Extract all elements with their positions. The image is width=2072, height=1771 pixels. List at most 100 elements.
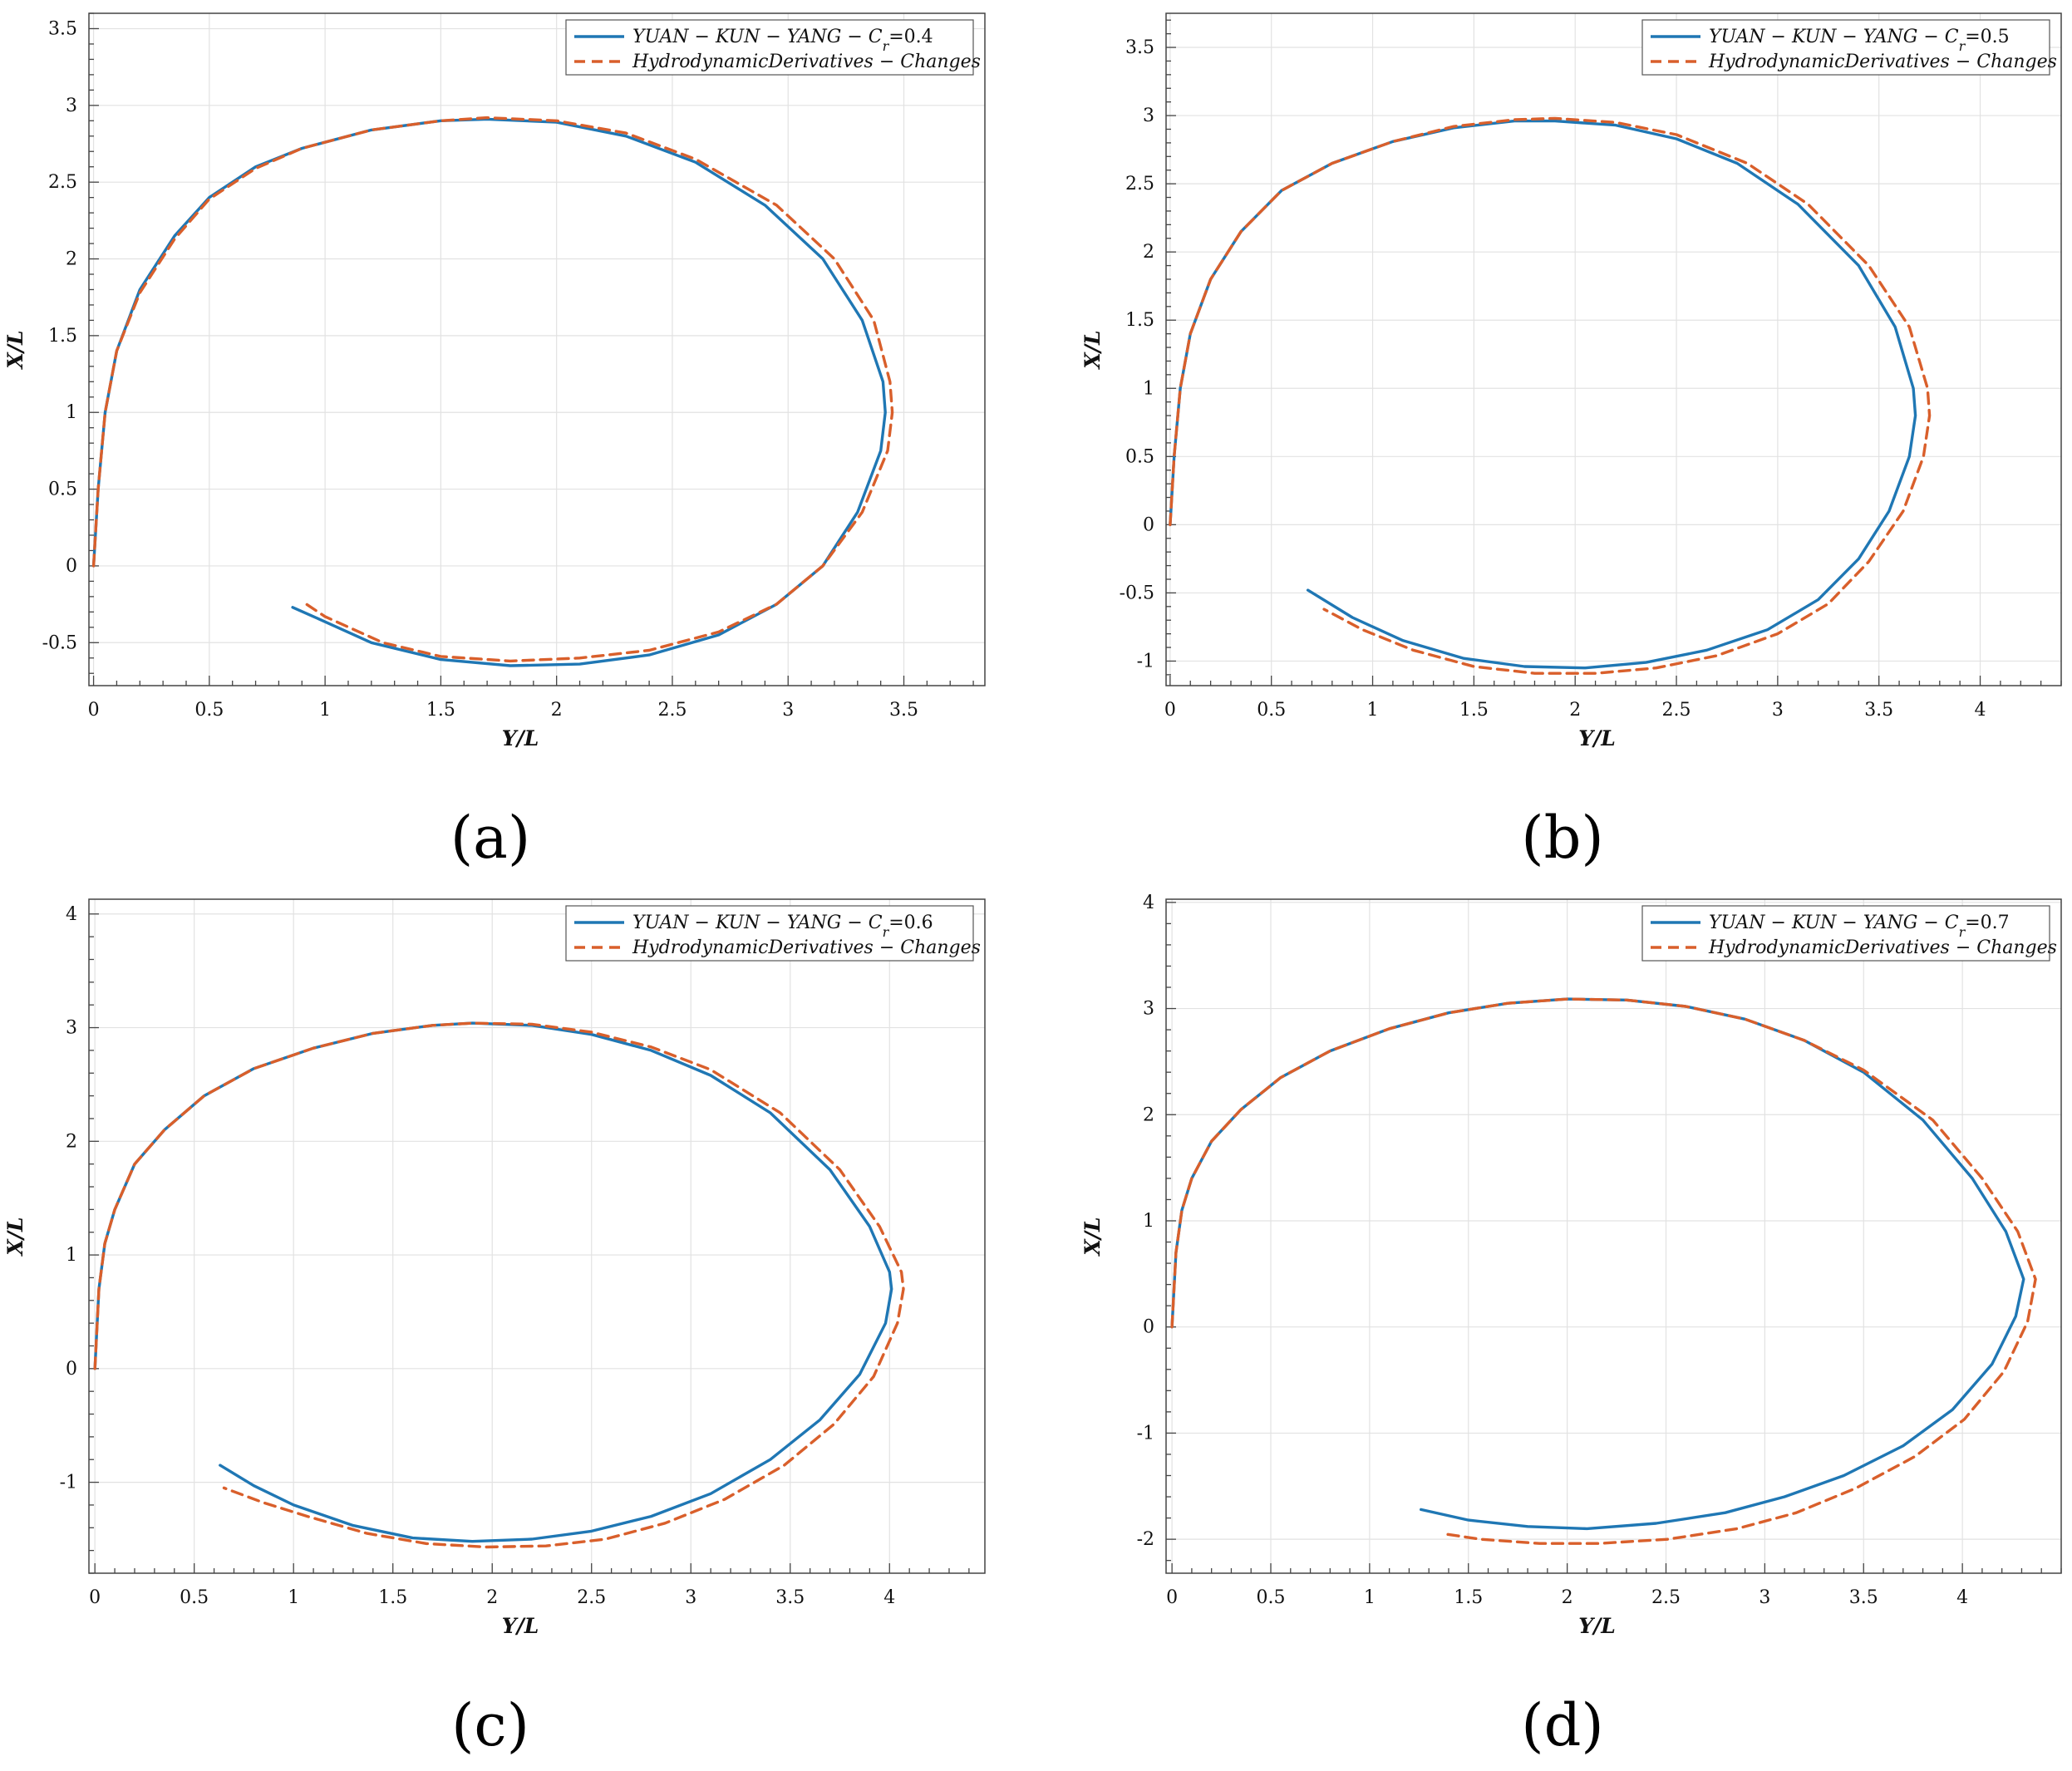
x-tick-label: 2.5: [577, 1587, 606, 1608]
series-line-1: [1170, 997, 2025, 1531]
x-tick-label: 2.5: [657, 700, 687, 721]
x-tick-label: 2: [486, 1587, 498, 1608]
y-tick-label: 0: [66, 556, 77, 577]
x-tick-label: 2: [551, 700, 563, 721]
x-tick-label: 3.5: [775, 1587, 805, 1608]
x-tick-label: 1: [319, 700, 331, 721]
x-tick-label: 4: [1975, 700, 1986, 721]
x-tick-label: 3: [1772, 700, 1784, 721]
y-tick-label: 0.5: [48, 480, 77, 500]
x-tick-label: 0: [1164, 700, 1176, 721]
legend-box: [565, 19, 974, 76]
y-tick-label: -1: [60, 1473, 77, 1493]
y-tick-label: 3: [1143, 999, 1154, 1020]
y-tick-label: 3.5: [48, 18, 77, 39]
series-line-1: [1169, 119, 1917, 670]
series-line-1: [93, 1021, 893, 1543]
y-tick-label: 0: [1143, 1317, 1154, 1338]
y-tick-label: 0: [66, 1359, 77, 1380]
legend-entry-1: YUAN − KUN − YANG − Cr=0.4: [632, 27, 933, 54]
x-tick-label: 1.5: [426, 700, 455, 721]
legend-box: [565, 905, 974, 962]
x-axis-title: Y/L: [1578, 1614, 1616, 1638]
x-tick-label: 2.5: [1662, 700, 1691, 721]
x-tick-label: 0.5: [180, 1587, 209, 1608]
legend-box: [1641, 19, 2050, 76]
y-tick-label: 2.5: [48, 172, 77, 193]
y-tick-label: 0: [1143, 514, 1154, 535]
plot-frame: [1165, 898, 2062, 1574]
y-tick-label: 1: [66, 1245, 77, 1266]
x-axis-title: Y/L: [1578, 726, 1616, 750]
x-tick-label: 0.5: [1257, 1587, 1286, 1608]
panel-label: (a): [450, 804, 530, 872]
panel-label: (d): [1521, 1691, 1603, 1759]
panel-label: (c): [451, 1691, 529, 1759]
x-tick-label: 1.5: [1454, 1587, 1483, 1608]
series-line-2: [1169, 116, 1932, 675]
y-tick-label: -1: [1137, 1423, 1154, 1444]
legend-entry-1: YUAN − KUN − YANG − Cr=0.5: [1709, 27, 2010, 54]
chart-panel-1: 0 0.5 1 1.5 2 2.5 3 3.5 -0.5 0 0.5 1 1.5 2 2.5 3 3.5 Y/L X…: [3, 12, 986, 750]
x-tick-label: 3: [1759, 1587, 1770, 1608]
x-axis-title: Y/L: [502, 726, 539, 750]
series-line-2: [91, 116, 894, 663]
x-tick-label: 2.5: [1651, 1587, 1681, 1608]
y-tick-label: 4: [1143, 893, 1154, 913]
plot-frame: [88, 12, 986, 686]
series-line-1: [91, 117, 887, 667]
y-tick-label: 3: [1143, 106, 1154, 126]
y-tick-label: 2.5: [1125, 174, 1154, 194]
x-tick-label: 0.5: [194, 700, 224, 721]
x-tick-label: 0: [88, 700, 100, 721]
legend-box: [1641, 905, 2050, 962]
x-tick-label: 4: [1956, 1587, 1968, 1608]
chart-panel-4: 0 0.5 1 1.5 2 2.5 3 3.5 4 -2 -1 0 1 2 3 4 Y/L X/L YUAN − K…: [1080, 893, 2062, 1638]
legend-entry-1: YUAN − KUN − YANG − Cr=0.6: [632, 913, 933, 940]
x-tick-label: 1.5: [378, 1587, 407, 1608]
legend-entry-2: HydrodynamicDerivatives − Changes: [1708, 52, 2057, 72]
plot-frame: [88, 898, 986, 1574]
x-tick-label: 0: [1166, 1587, 1178, 1608]
chart-panel-2: 0 0.5 1 1.5 2 2.5 3 3.5 4 -1 -0.5 0 0.5 1 1.5 2 2.5 3 3.5 Y…: [1080, 12, 2062, 750]
y-tick-label: 2: [1143, 242, 1154, 263]
legend: YUAN − KUN − YANG − Cr=0.4HydrodynamicDe…: [565, 19, 981, 76]
y-tick-label: 3: [66, 96, 77, 116]
legend-entry-2: HydrodynamicDerivatives − Changes: [632, 52, 981, 72]
y-axis-title: X/L: [3, 330, 27, 370]
y-tick-label: 1: [1143, 378, 1154, 399]
y-tick-label: 2: [1143, 1104, 1154, 1125]
x-tick-label: 1: [1364, 1587, 1376, 1608]
x-tick-label: 2: [1562, 1587, 1573, 1608]
series-line-2: [1170, 997, 2037, 1545]
x-tick-label: 3.5: [1849, 1587, 1878, 1608]
x-tick-label: 3: [685, 1587, 696, 1608]
y-tick-label: 4: [66, 904, 77, 925]
y-tick-label: -1: [1137, 651, 1154, 672]
legend: YUAN − KUN − YANG − Cr=0.5HydrodynamicDe…: [1641, 19, 2057, 76]
y-tick-label: -0.5: [42, 632, 77, 653]
y-tick-label: 0.5: [1125, 446, 1154, 467]
x-tick-label: 3.5: [889, 700, 918, 721]
y-tick-label: 1.5: [48, 326, 77, 347]
y-tick-label: -2: [1137, 1529, 1154, 1550]
y-axis-title: X/L: [1080, 330, 1105, 370]
y-tick-label: 3: [66, 1018, 77, 1039]
y-tick-label: 2: [66, 249, 77, 270]
y-axis-title: X/L: [3, 1217, 27, 1257]
y-tick-label: 2: [66, 1131, 77, 1152]
legend: YUAN − KUN − YANG − Cr=0.6HydrodynamicDe…: [565, 905, 981, 962]
y-tick-label: -0.5: [1120, 583, 1154, 603]
plot-frame: [1165, 12, 2062, 686]
legend: YUAN − KUN − YANG − Cr=0.7HydrodynamicDe…: [1641, 905, 2057, 962]
y-tick-label: 3.5: [1125, 37, 1154, 58]
x-tick-label: 0: [89, 1587, 101, 1608]
x-tick-label: 3.5: [1864, 700, 1893, 721]
legend-entry-1: YUAN − KUN − YANG − Cr=0.7: [1709, 913, 2010, 940]
x-axis-title: Y/L: [502, 1614, 539, 1638]
legend-entry-2: HydrodynamicDerivatives − Changes: [632, 937, 981, 958]
x-tick-label: 3: [782, 700, 794, 721]
x-tick-label: 2: [1569, 700, 1581, 721]
x-tick-label: 1.5: [1459, 700, 1489, 721]
